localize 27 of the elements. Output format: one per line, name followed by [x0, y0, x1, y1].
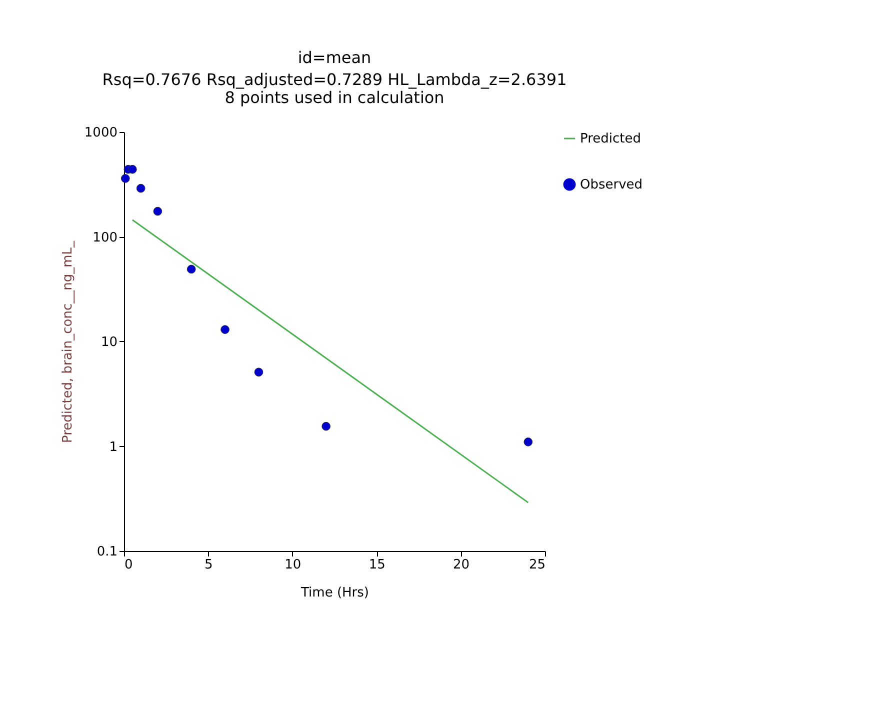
chart-subtitle: Rsq=0.7676 Rsq_adjusted=0.7289 HL_Lambda_z=2.6391	[102, 70, 567, 89]
point	[186, 264, 196, 274]
point	[136, 184, 146, 193]
point	[128, 164, 137, 174]
x-tick-label: 0	[124, 558, 133, 572]
y-axis-title: Predicted, brain_conc__ng_mL_	[60, 240, 76, 444]
point	[153, 206, 162, 216]
y-tick-label: 100	[92, 230, 118, 246]
y-tick-label: 1	[109, 440, 118, 455]
y-tick-label: 0.1	[96, 544, 118, 560]
x-axis-title: Time (Hrs)	[300, 586, 369, 600]
x-tick-label: 10	[284, 558, 302, 572]
point	[322, 422, 331, 431]
point	[524, 437, 533, 446]
chart-title: id=mean	[298, 48, 372, 67]
x-tick-label: 25	[528, 558, 546, 572]
legend-label: Observed	[580, 178, 643, 192]
legend-label: Predicted	[580, 132, 642, 146]
x-tick-label: 5	[204, 558, 213, 572]
y-tick-label: 10	[100, 335, 118, 350]
point	[220, 325, 230, 334]
x-tick-label: 15	[368, 558, 386, 572]
point	[120, 174, 130, 183]
point	[254, 368, 264, 377]
text: 8 points used in calculation	[224, 88, 444, 107]
y-tick-label: 1000	[84, 126, 118, 140]
x-tick-label: 20	[453, 558, 470, 572]
